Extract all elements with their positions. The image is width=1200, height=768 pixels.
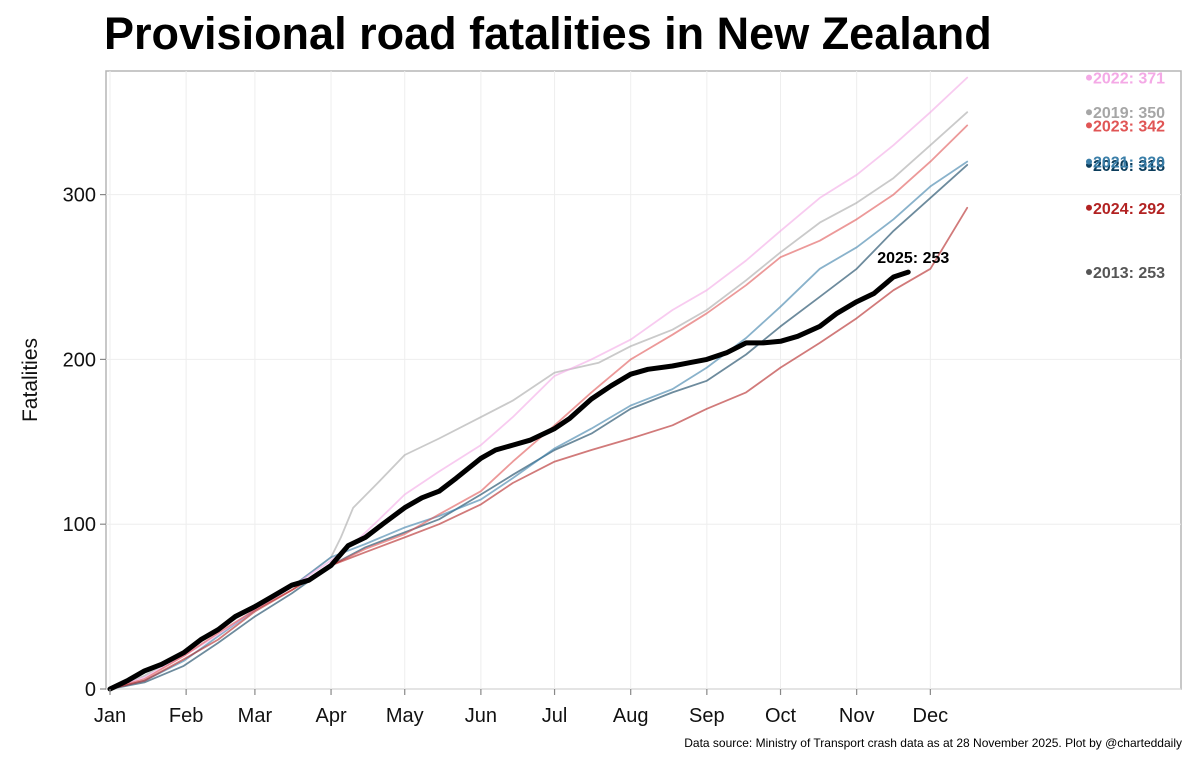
x-tick-label: Nov	[839, 705, 875, 727]
source-note: Data source: Ministry of Transport crash…	[684, 736, 1182, 750]
series-2023-label: 2023: 342	[1093, 118, 1165, 135]
y-tick-label: 0	[85, 679, 96, 701]
x-tick-label: Jul	[542, 705, 568, 727]
y-tick-label: 100	[63, 514, 96, 536]
x-tick-label: Mar	[238, 705, 273, 727]
y-axis: 0 100 200 300	[63, 185, 106, 701]
series-2025-label: 2025: 253	[877, 250, 949, 267]
series-2024-end-dot	[1086, 204, 1092, 211]
series-2020-label: 2020: 318	[1093, 158, 1165, 175]
series-2021-end-dot	[1086, 158, 1092, 165]
series-2022-label: 2022: 371	[1093, 71, 1165, 88]
x-tick-label: Oct	[765, 705, 797, 727]
plot-area	[105, 70, 1182, 690]
series-2023-end-dot	[1086, 122, 1092, 129]
gridlines	[106, 71, 1181, 690]
series-2013-label: 2013: 253	[1093, 265, 1165, 282]
x-tick-label: Dec	[913, 705, 949, 727]
series-2019-end-dot	[1086, 109, 1092, 116]
series-2023-line	[109, 124, 969, 690]
x-tick-label: Jan	[94, 705, 126, 727]
series-2025-line	[107, 269, 911, 692]
series-2022-end-dot	[1086, 74, 1092, 81]
series-layer	[107, 76, 969, 692]
x-tick-label: Aug	[613, 705, 649, 727]
x-tick-label: Jun	[465, 705, 497, 727]
y-tick-label: 300	[63, 185, 96, 207]
y-tick-label: 200	[63, 349, 96, 371]
series-2013-end-dot	[1086, 269, 1092, 276]
series-2021-label: 2021: 320	[1093, 155, 1165, 172]
x-axis: Jan Feb Mar Apr May Jun Jul Aug Sep Oct Nov Dec	[94, 689, 948, 727]
x-tick-label: Feb	[169, 705, 203, 727]
series-2019-label: 2019: 350	[1093, 105, 1165, 122]
chart-title: Provisional road fatalities in New Zeala…	[104, 8, 992, 59]
x-tick-label: May	[386, 705, 424, 727]
series-2024-label: 2024: 292	[1093, 201, 1165, 218]
x-tick-label: Apr	[315, 705, 346, 727]
x-tick-label: Sep	[689, 705, 725, 727]
y-axis-label: Fatalities	[19, 338, 42, 422]
series-2024-line	[109, 206, 969, 690]
